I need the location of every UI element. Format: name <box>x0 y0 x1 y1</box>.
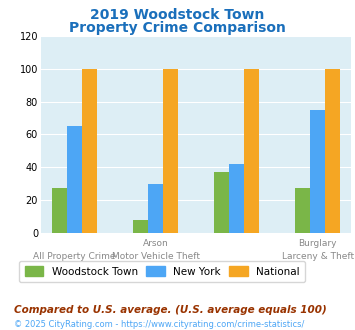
Bar <box>244 69 259 233</box>
Text: Compared to U.S. average. (U.S. average equals 100): Compared to U.S. average. (U.S. average … <box>14 305 327 315</box>
Bar <box>310 110 325 233</box>
Text: 2019 Woodstock Town: 2019 Woodstock Town <box>90 8 265 22</box>
Bar <box>133 219 148 233</box>
Text: Property Crime Comparison: Property Crime Comparison <box>69 21 286 35</box>
Bar <box>82 69 97 233</box>
Text: All Property Crime: All Property Crime <box>33 252 116 261</box>
Text: © 2025 CityRating.com - https://www.cityrating.com/crime-statistics/: © 2025 CityRating.com - https://www.city… <box>14 320 305 329</box>
Bar <box>52 188 67 233</box>
Bar <box>295 188 310 233</box>
Legend: Woodstock Town, New York, National: Woodstock Town, New York, National <box>20 261 305 282</box>
Bar <box>148 183 163 233</box>
Text: Burglary: Burglary <box>299 239 337 248</box>
Text: Arson: Arson <box>143 239 169 248</box>
Bar <box>214 172 229 233</box>
Bar <box>325 69 340 233</box>
Bar <box>229 164 244 233</box>
Text: Larceny & Theft: Larceny & Theft <box>282 252 354 261</box>
Bar <box>163 69 178 233</box>
Text: Motor Vehicle Theft: Motor Vehicle Theft <box>111 252 200 261</box>
Bar <box>67 126 82 233</box>
